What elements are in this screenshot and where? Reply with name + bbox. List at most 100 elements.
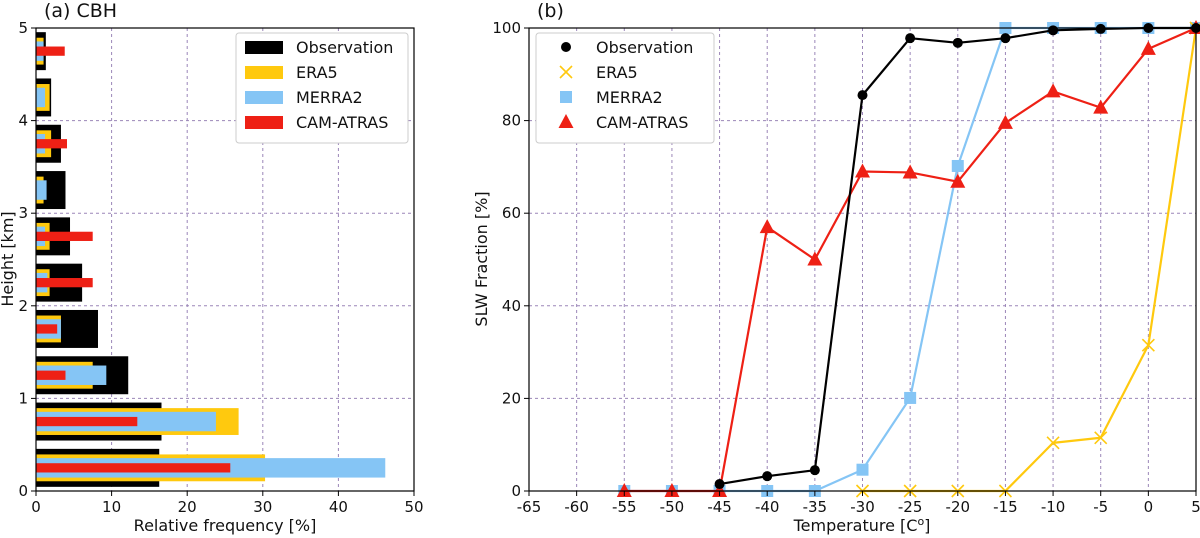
panel-a-frame	[35, 27, 415, 492]
panel-a-y-tick-label: 2	[18, 297, 28, 315]
panel-a-legend-box	[235, 32, 409, 144]
point-cam-atras	[902, 164, 918, 179]
panel-a-y-tick-label: 1	[18, 389, 28, 407]
point-observation	[762, 471, 773, 482]
panel-b-x-tick-label: 0	[1144, 498, 1154, 516]
bar-cam-atras	[36, 463, 231, 473]
point-observation	[952, 37, 963, 48]
point-cam-atras	[997, 114, 1013, 129]
panel-a-x-tick-label: 40	[329, 498, 348, 516]
panel-a-x-axis-label: Relative frequency [%]	[134, 516, 317, 535]
panel-b-x-tick-label: -30	[850, 498, 875, 516]
point-observation	[905, 33, 916, 44]
panel-a-x-tick-label: 10	[102, 498, 121, 516]
panel-b-x-tick-label: -45	[707, 498, 732, 516]
bar-cam-atras	[36, 278, 93, 288]
legend-label-era5: ERA5	[596, 63, 638, 82]
panel-b-x-tick-label: -25	[898, 498, 923, 516]
panel-b-y-tick-label: 80	[502, 112, 521, 130]
point-merra2	[904, 391, 917, 404]
legend-marker-era5	[559, 65, 573, 79]
legend-label-cam-atras: CAM-ATRAS	[596, 113, 688, 132]
panel-b-x-tick-label: -55	[612, 498, 637, 516]
point-era5-stroke-b	[1046, 436, 1060, 450]
point-era5	[1094, 431, 1108, 445]
panel-b-x-tick-label: -60	[564, 498, 589, 516]
point-cam-atras	[759, 219, 775, 234]
panel-a-x-tick-label: 50	[404, 498, 423, 516]
panel-b-legend-box	[535, 32, 715, 144]
panel-a-x-tick-label: 30	[253, 498, 272, 516]
legend-marker-observation	[561, 42, 571, 52]
panel-a-bars	[36, 32, 386, 487]
point-observation	[1048, 25, 1059, 36]
panel-a-y-tick-label: 4	[18, 112, 28, 130]
legend-swatch-merra2	[245, 91, 283, 104]
panel-a-x-tick-label: 0	[31, 498, 41, 516]
legend-label-observation: Observation	[596, 38, 693, 57]
point-observation	[809, 465, 820, 476]
point-cam-atras	[950, 173, 966, 188]
point-cam-atras	[616, 483, 632, 497]
panel-b-y-tick-label: 0	[511, 482, 521, 500]
panel-b-x-ticks: -65 -60 -55 -50 -45 -40 -35 -30 -25 -20 -15 -10 -5 0 5	[517, 491, 1200, 516]
legend-marker-cam-atras	[558, 114, 574, 128]
point-cam-atras	[712, 483, 728, 497]
bar-cam-atras	[36, 324, 58, 334]
line-era5	[862, 27, 1198, 493]
point-cam-atras	[664, 483, 680, 497]
bar-merra2	[36, 180, 47, 200]
point-era5-stroke-b	[1094, 431, 1108, 445]
point-cam-atras	[807, 251, 823, 266]
panel-b-x-tick-label: -50	[660, 498, 685, 516]
panel-b-x-tick-label: -65	[517, 498, 542, 516]
point-observation	[1095, 23, 1106, 34]
panel-b-title: (b)	[537, 0, 564, 22]
panel-b-y-ticks: 0 20 40 60 80 100	[492, 19, 529, 500]
point-cam-atras	[1093, 99, 1109, 114]
panel-a-y-tick-label: 5	[18, 19, 28, 37]
point-observation	[857, 90, 868, 101]
panel-b-y-tick-label: 100	[492, 19, 521, 37]
panel-b-x-tick-label: -15	[993, 498, 1018, 516]
panel-b-x-tick-label: -10	[1041, 498, 1066, 516]
panel-a-legend: Observation ERA5 MERRA2 CAM-ATRAS	[235, 32, 409, 144]
panel-b-x-tick-label: -35	[803, 498, 828, 516]
point-observation	[714, 479, 725, 490]
panel-a-y-tick-label: 0	[18, 482, 28, 500]
panel-a: (a) CBH 0 10 20 30 40 50 0 1 2 3 4 5 Relative freq…	[0, 0, 424, 535]
bar-cam-atras	[36, 46, 65, 56]
bar-cam-atras	[36, 139, 67, 149]
point-merra2	[951, 159, 964, 172]
panel-b-x-tick-label: -5	[1093, 498, 1108, 516]
legend-marker-merra2	[560, 91, 572, 103]
panel-a-x-tick-label: 20	[178, 498, 197, 516]
legend-label-observation: Observation	[296, 38, 393, 57]
panel-b-x-tick-label: 5	[1191, 498, 1200, 516]
point-cam-atras	[855, 163, 870, 178]
bar-cam-atras	[36, 416, 138, 427]
point-cam-atras	[1045, 83, 1061, 98]
panel-b-x-axis-label: Temperature [Co]	[793, 515, 931, 535]
bar-cam-atras	[36, 370, 66, 380]
point-era5	[1046, 436, 1060, 450]
panel-b-y-tick-label: 60	[502, 204, 521, 222]
panel-b-y-tick-label: 40	[502, 297, 521, 315]
legend-swatch-observation	[245, 41, 283, 54]
panel-b: (b) -65 -60 -55 -50 -45 -40 -35 -30 -25 -20 -15 -10…	[472, 0, 1200, 535]
point-observation	[1000, 33, 1011, 44]
point-cam-atras	[1140, 40, 1156, 55]
panel-a-y-ticks: 0 1 2 3 4 5	[18, 19, 36, 500]
panel-a-y-axis-label: Height [km]	[0, 211, 17, 306]
legend-marker-era5-stroke-b	[559, 65, 573, 79]
panel-b-y-axis-label: SLW Fraction [%]	[472, 191, 491, 326]
panel-a-title: (a) CBH	[44, 0, 117, 22]
legend-label-cam-atras: CAM-ATRAS	[296, 113, 388, 132]
panel-b-x-tick-label: -20	[946, 498, 971, 516]
point-era5-stroke-b	[1141, 338, 1155, 352]
legend-label-era5: ERA5	[296, 63, 338, 82]
legend-label-merra2: MERRA2	[596, 88, 663, 107]
panel-b-legend: Observation ERA5 MERRA2 CAM-ATRAS	[535, 32, 715, 144]
panel-b-y-tick-label: 20	[502, 389, 521, 407]
